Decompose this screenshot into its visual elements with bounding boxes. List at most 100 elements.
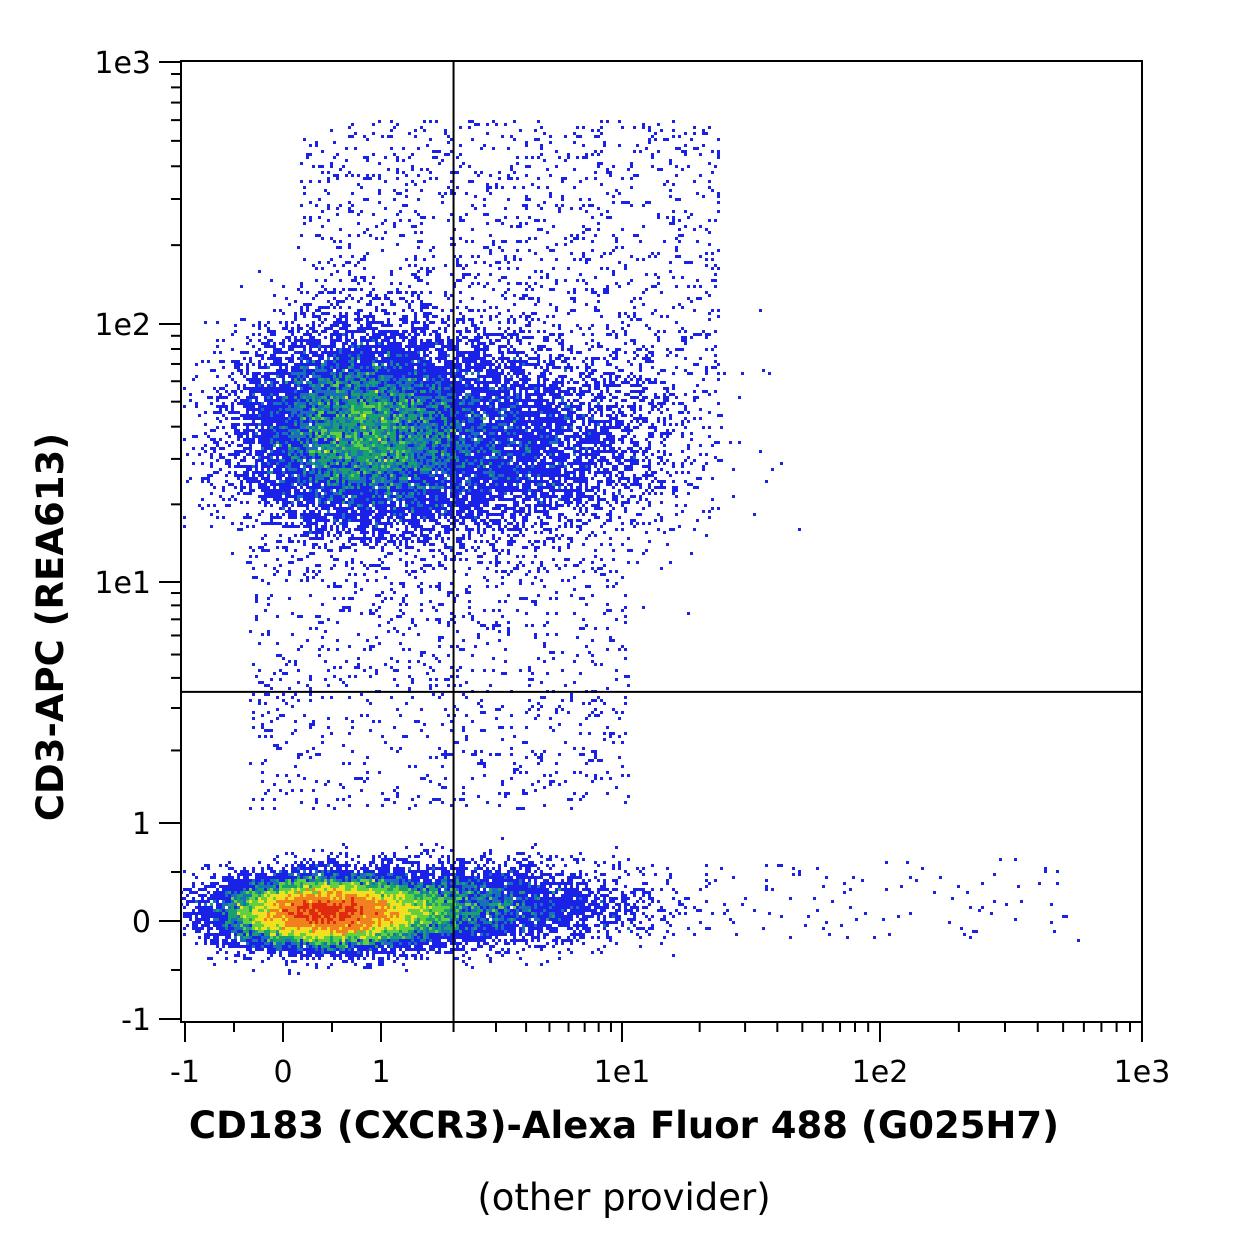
density-dot — [516, 894, 519, 897]
density-dot — [474, 876, 477, 879]
density-dot — [375, 945, 378, 948]
density-dot — [252, 894, 255, 897]
density-dot — [459, 456, 462, 459]
density-dot — [345, 897, 348, 900]
density-dot — [522, 912, 525, 915]
density-dot — [393, 894, 396, 897]
density-dot — [261, 912, 264, 915]
density-dot — [480, 858, 483, 861]
density-dot — [435, 447, 438, 450]
density-dot — [537, 885, 540, 888]
density-dot — [300, 903, 303, 906]
density-dot — [267, 384, 270, 387]
density-dot — [426, 441, 429, 444]
density-dot — [273, 912, 276, 915]
density-dot — [327, 912, 330, 915]
density-dot — [372, 861, 375, 864]
density-dot — [384, 933, 387, 936]
density-dot — [228, 927, 231, 930]
density-dot — [642, 900, 645, 903]
density-dot — [261, 909, 264, 912]
density-dot — [486, 867, 489, 870]
density-dot — [405, 420, 408, 423]
density-dot — [426, 447, 429, 450]
density-dot — [345, 924, 348, 927]
density-dot — [231, 921, 234, 924]
density-dot — [264, 876, 267, 879]
density-dot — [273, 921, 276, 924]
density-dot — [312, 864, 315, 867]
density-dot — [492, 945, 495, 948]
density-dot — [483, 891, 486, 894]
density-dot — [603, 873, 606, 876]
density-dot — [309, 912, 312, 915]
density-dot — [366, 906, 369, 909]
density-dot — [246, 936, 249, 939]
density-dot — [192, 891, 195, 894]
density-dot — [303, 897, 306, 900]
density-dot — [513, 939, 516, 942]
density-dot — [567, 882, 570, 885]
density-dot — [396, 942, 399, 945]
density-dot — [366, 408, 369, 411]
density-dot — [468, 897, 471, 900]
density-dot — [558, 882, 561, 885]
density-dot — [312, 894, 315, 897]
density-dot — [339, 405, 342, 408]
density-dot — [465, 918, 468, 921]
density-dot — [465, 900, 468, 903]
density-dot — [309, 897, 312, 900]
density-dot — [234, 912, 237, 915]
density-dot — [393, 513, 396, 516]
density-dot — [615, 927, 618, 930]
density-dot — [291, 894, 294, 897]
density-dot — [570, 909, 573, 912]
density-dot — [402, 432, 405, 435]
density-dot — [351, 888, 354, 891]
density-dot — [561, 873, 564, 876]
density-dot — [516, 891, 519, 894]
density-dot — [330, 462, 333, 465]
density-dot — [489, 909, 492, 912]
density-dot — [231, 882, 234, 885]
density-dot — [408, 942, 411, 945]
density-dot — [288, 951, 291, 954]
density-dot — [306, 942, 309, 945]
density-dot — [504, 861, 507, 864]
density-dot — [483, 906, 486, 909]
density-dot — [531, 921, 534, 924]
density-dot — [381, 423, 384, 426]
density-dot — [528, 918, 531, 921]
density-dot — [354, 903, 357, 906]
density-dot — [393, 921, 396, 924]
density-dot — [375, 897, 378, 900]
density-dot — [432, 933, 435, 936]
density-dot — [258, 879, 261, 882]
density-dot — [294, 891, 297, 894]
density-dot — [282, 948, 285, 951]
density-dot — [273, 858, 276, 861]
density-dot — [495, 876, 498, 879]
density-dot — [336, 927, 339, 930]
density-dot — [417, 855, 420, 858]
density-dot — [354, 915, 357, 918]
density-dot — [303, 936, 306, 939]
density-dot — [258, 348, 261, 351]
density-dot — [417, 483, 420, 486]
density-dot — [387, 861, 390, 864]
density-dot — [468, 939, 471, 942]
density-dot — [624, 906, 627, 909]
density-dot — [288, 438, 291, 441]
density-dot — [342, 903, 345, 906]
density-dot — [402, 930, 405, 933]
density-dot — [513, 921, 516, 924]
density-dot — [228, 936, 231, 939]
density-dot — [405, 405, 408, 408]
density-dot — [603, 897, 606, 900]
density-dot — [264, 939, 267, 942]
density-dot — [399, 393, 402, 396]
density-dot — [504, 906, 507, 909]
density-dot — [258, 927, 261, 930]
density-dot — [375, 933, 378, 936]
density-dot — [522, 888, 525, 891]
